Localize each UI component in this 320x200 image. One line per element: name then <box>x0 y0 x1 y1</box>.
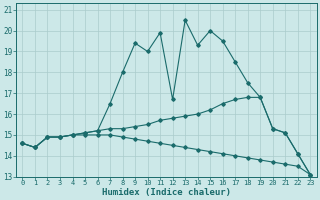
X-axis label: Humidex (Indice chaleur): Humidex (Indice chaleur) <box>102 188 231 197</box>
